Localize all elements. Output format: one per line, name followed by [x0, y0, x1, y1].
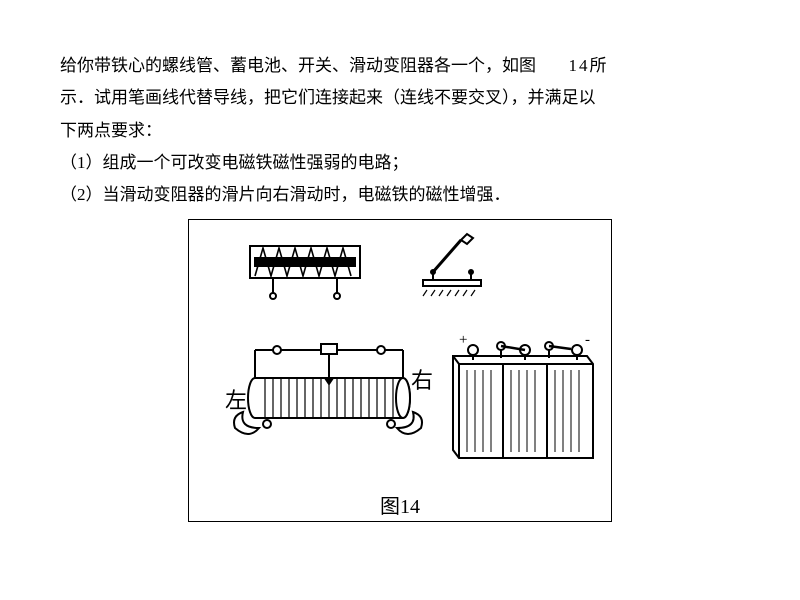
figure-ref: 14所 — [569, 56, 609, 75]
left-label: 左 — [225, 388, 247, 413]
problem-text: 给你带铁心的螺线管、蓄电池、开关、滑动变阻器各一个，如图 14所 示．试用笔画线… — [60, 50, 740, 211]
figure-caption: 图14 — [195, 490, 605, 519]
battery-icon — [453, 342, 593, 458]
switch-icon — [423, 234, 481, 296]
right-label: 右 — [411, 368, 433, 393]
text-line-2: 示．试用笔画线代替导线，把它们连接起来（连线不要交叉），并满足以 — [60, 88, 596, 107]
circuit-diagram: 左 右 + - — [195, 228, 605, 488]
minus-label: - — [585, 332, 590, 348]
rheostat-icon — [234, 344, 422, 434]
text-line-1a: 给你带铁心的螺线管、蓄电池、开关、滑动变阻器各一个，如图 — [60, 56, 536, 75]
plus-label: + — [459, 332, 467, 348]
requirement-1: （1）组成一个可改变电磁铁磁性强弱的电路； — [60, 153, 409, 172]
requirement-2: （2）当滑动变阻器的滑片向右滑动时，电磁铁的磁性增强． — [60, 185, 511, 204]
problem-page: 给你带铁心的螺线管、蓄电池、开关、滑动变阻器各一个，如图 14所 示．试用笔画线… — [0, 0, 800, 542]
figure-14: 左 右 + - 图14 — [188, 219, 612, 522]
text-line-3: 下两点要求： — [60, 121, 162, 140]
solenoid-icon — [250, 246, 360, 299]
